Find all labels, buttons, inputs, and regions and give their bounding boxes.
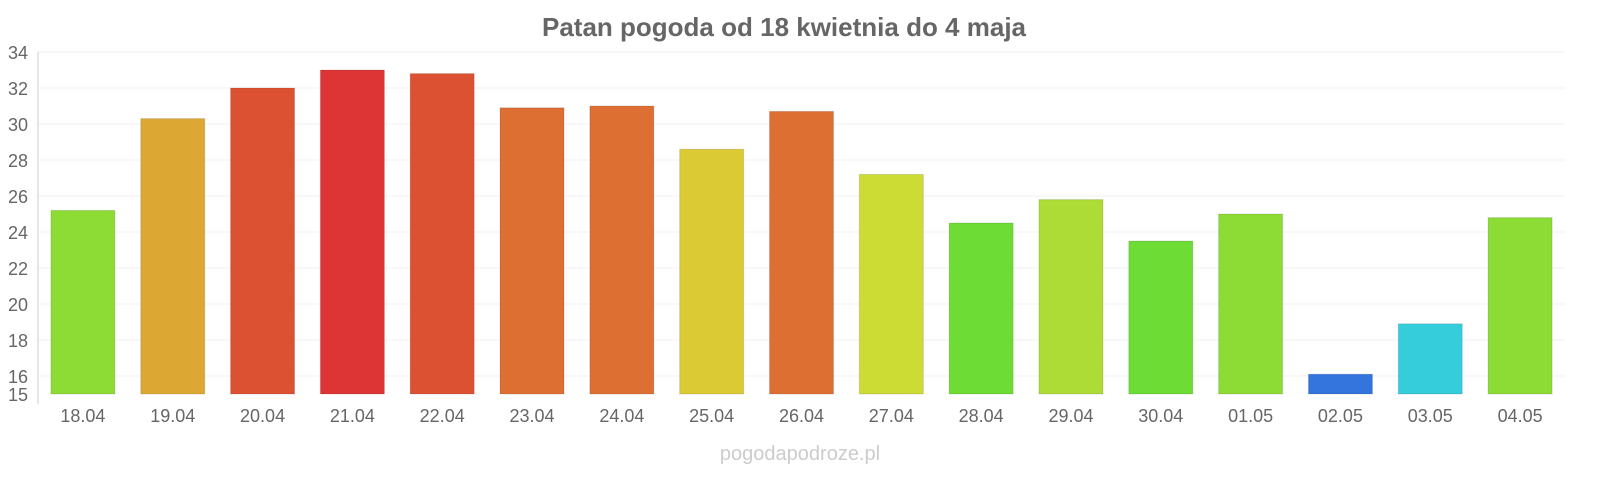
y-tick-label: 15 [8, 385, 28, 405]
y-tick-label: 28 [8, 151, 28, 171]
bar-02.05 [1307, 373, 1373, 395]
x-tick-label: 04.05 [1498, 406, 1543, 426]
bar-26.04 [769, 110, 834, 395]
y-tick-label: 22 [8, 259, 28, 279]
y-tick-label: 16 [8, 367, 28, 387]
bar-29.04 [1038, 199, 1104, 395]
bar-19.04 [140, 118, 206, 395]
x-tick-label: 27.04 [869, 406, 914, 426]
bar-21.04 [319, 69, 385, 395]
y-tick-label: 20 [8, 295, 28, 315]
bar-18.04 [50, 209, 116, 395]
y-tick-label: 30 [8, 115, 28, 135]
bar-27.04 [858, 173, 924, 395]
x-tick-label: 18.04 [60, 406, 105, 426]
bar-04.05 [1487, 217, 1553, 395]
bar-25.04 [679, 148, 745, 395]
y-tick-label: 18 [8, 331, 28, 351]
bar-03.05 [1397, 323, 1463, 395]
x-tick-label: 22.04 [420, 406, 465, 426]
bar-24.04 [589, 105, 655, 395]
x-tick-label: 25.04 [689, 406, 734, 426]
y-tick-label: 26 [8, 187, 28, 207]
x-tick-label: 19.04 [150, 406, 195, 426]
x-tick-label: 28.04 [959, 406, 1004, 426]
y-tick-label: 34 [8, 43, 28, 63]
bar-30.04 [1128, 240, 1194, 395]
y-tick-label: 24 [8, 223, 28, 243]
x-tick-label: 24.04 [599, 406, 644, 426]
chart-title: Patan pogoda od 18 kwietnia do 4 maja [542, 12, 1027, 42]
watermark: pogodapodroze.pl [720, 443, 880, 465]
x-tick-label: 03.05 [1408, 406, 1453, 426]
bar-22.04 [409, 73, 475, 395]
x-tick-label: 23.04 [510, 406, 555, 426]
bar-20.04 [230, 87, 296, 395]
x-tick-label: 30.04 [1138, 406, 1183, 426]
x-tick-label: 01.05 [1228, 406, 1273, 426]
bar-23.04 [499, 107, 565, 395]
x-tick-label: 29.04 [1048, 406, 1093, 426]
x-tick-label: 21.04 [330, 406, 375, 426]
bar-28.04 [948, 222, 1014, 395]
x-tick-label: 02.05 [1318, 406, 1363, 426]
x-tick-label: 20.04 [240, 406, 285, 426]
y-tick-label: 32 [8, 79, 28, 99]
bar-01.05 [1218, 213, 1284, 395]
x-tick-label: 26.04 [779, 406, 824, 426]
